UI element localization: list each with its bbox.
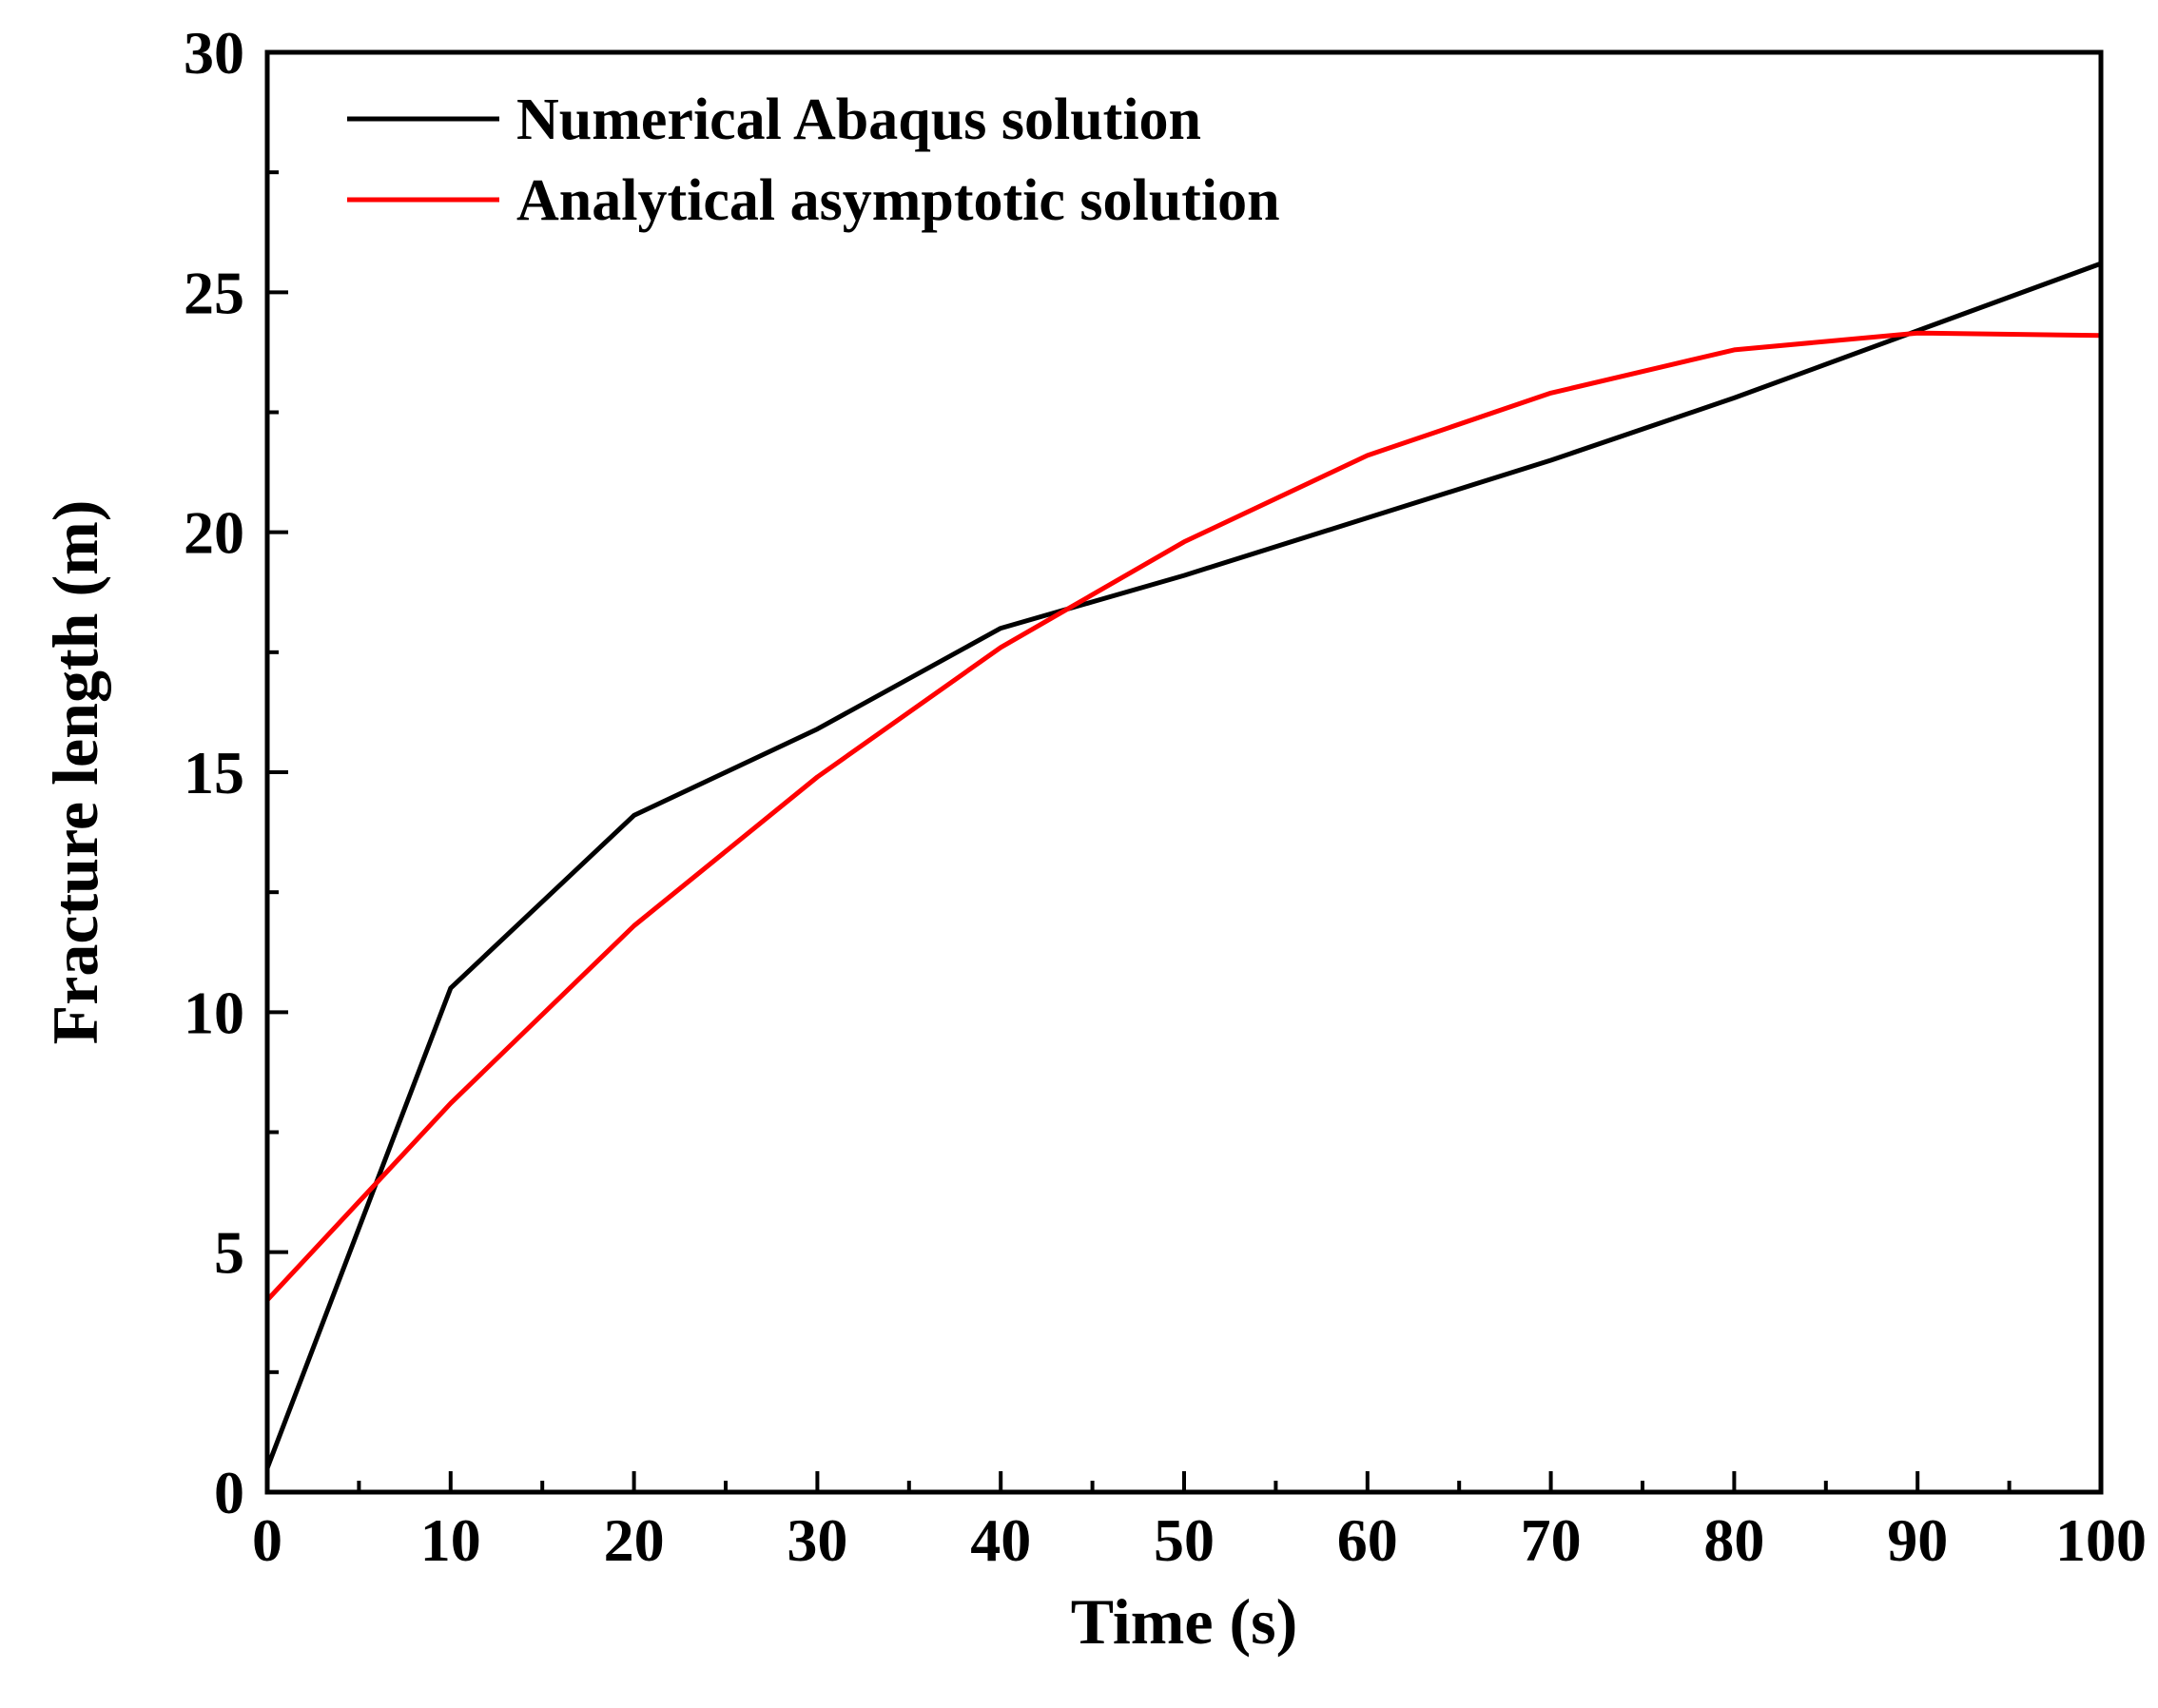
y-tick-label: 20 [184,499,244,567]
tick-labels: 0 10 20 30 40 50 60 70 80 90 100 0 5 10 15 20 25 30 [184,19,2147,1574]
x-tick-label: 20 [604,1506,665,1574]
plot-frame [264,49,2104,1495]
y-tick-label: 25 [184,259,244,326]
y-axis-label: Fracture length (m) [39,500,111,1045]
x-tick-label: 60 [1337,1506,1398,1574]
x-tick-label: 70 [1521,1506,1582,1574]
y-tick-label: 5 [214,1219,244,1287]
tick-marks [265,50,2103,1494]
y-tick-label: 10 [184,979,244,1046]
x-tick-label: 80 [1703,1506,1764,1574]
x-tick-label: 30 [787,1506,847,1574]
plot-marks [264,261,2102,1469]
series-line-2 [265,330,2102,1302]
x-tick-label: 100 [2055,1506,2147,1574]
y-tick-label: 15 [184,739,244,806]
legend-label-2: Analytical asymptotic solution [516,168,1280,233]
x-tick-label: 50 [1154,1506,1215,1574]
legend-label-1: Numerical Abaqus solution [516,87,1201,152]
series-line-1 [264,261,2102,1469]
x-tick-label: 0 [252,1506,282,1574]
x-tick-label: 10 [420,1506,481,1574]
x-tick-label: 40 [970,1506,1031,1574]
x-axis-label: Time (s) [1071,1585,1298,1658]
y-tick-label: 0 [214,1459,244,1526]
x-tick-label: 90 [1887,1506,1948,1574]
y-tick-label: 30 [184,19,244,87]
legend: Numerical Abaqus solution Analytical asym… [347,87,1280,233]
